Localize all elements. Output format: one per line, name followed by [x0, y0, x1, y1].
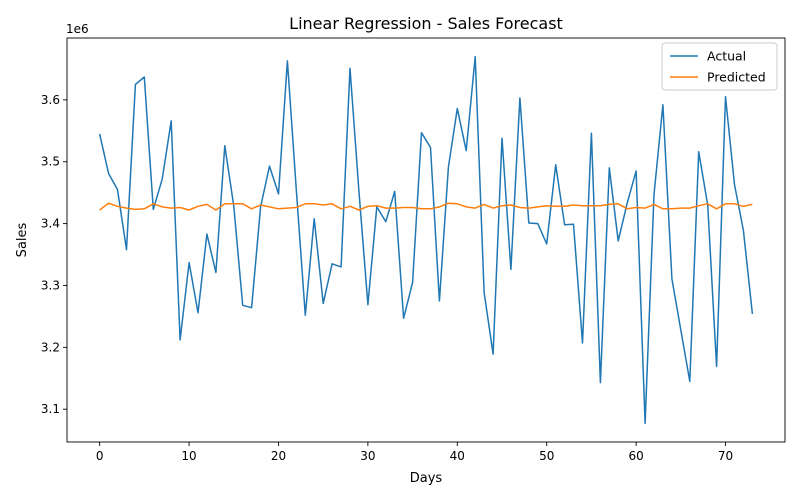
legend-label-actual: Actual — [707, 49, 746, 64]
y-axis-label: Sales — [15, 222, 30, 257]
series-layer — [98, 55, 754, 425]
x-tick-label: 30 — [360, 449, 375, 463]
x-tick-label: 50 — [539, 449, 554, 463]
legend-label-predicted: Predicted — [707, 70, 766, 85]
legend: Actual Predicted — [661, 42, 778, 91]
x-tick-label: 0 — [96, 449, 104, 463]
y-tick-label: 3.3 — [41, 278, 60, 292]
chart-title: Linear Regression - Sales Forecast — [289, 14, 563, 33]
y-axis-offset-label: 1e6 — [66, 22, 89, 36]
x-tick-label: 40 — [450, 449, 465, 463]
y-tick-label: 3.4 — [41, 217, 60, 231]
x-tick-label: 10 — [181, 449, 196, 463]
y-axis: 3.1 3.2 3.3 3.4 3.5 3.6 — [41, 93, 67, 416]
series-line-predicted — [99, 202, 753, 211]
y-tick-label: 3.1 — [41, 402, 60, 416]
y-tick-label: 3.6 — [41, 93, 60, 107]
y-tick-label: 3.2 — [41, 340, 60, 354]
x-tick-label: 20 — [271, 449, 286, 463]
x-tick-label: 60 — [628, 449, 643, 463]
x-axis: 0 10 20 30 40 50 60 70 — [96, 442, 733, 463]
legend-frame — [661, 42, 778, 91]
plot-frame — [66, 37, 786, 443]
y-tick-label: 3.5 — [41, 155, 60, 169]
x-axis-label: Days — [410, 471, 443, 486]
x-tick-label: 70 — [718, 449, 733, 463]
series-line-actual — [98, 55, 754, 425]
